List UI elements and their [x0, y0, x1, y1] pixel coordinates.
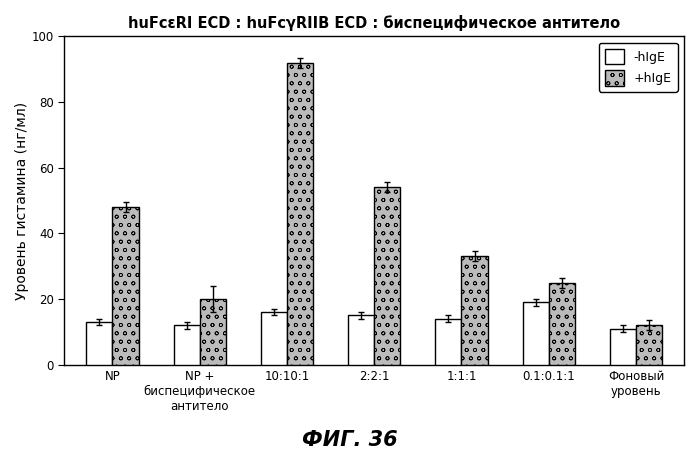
Bar [261, 312, 287, 365]
Bar [435, 319, 461, 365]
Bar [374, 187, 401, 365]
Text: ФИГ. 36: ФИГ. 36 [302, 430, 397, 450]
Bar [173, 325, 200, 365]
Bar [86, 322, 113, 365]
Bar [610, 329, 636, 365]
Bar [287, 63, 313, 365]
Title: huFcεRI ECD : huFcγRIIB ECD : биспецифическое антитело: huFcεRI ECD : huFcγRIIB ECD : биспецифич… [128, 15, 620, 31]
Y-axis label: Уровень гистамина (нг/мл): Уровень гистамина (нг/мл) [15, 101, 29, 299]
Bar [113, 207, 138, 365]
Legend: -hIgE, +hIgE: -hIgE, +hIgE [598, 43, 678, 92]
Bar [200, 299, 226, 365]
Bar [523, 302, 549, 365]
Bar [461, 256, 488, 365]
Bar [348, 315, 374, 365]
Bar [549, 283, 575, 365]
Bar [636, 325, 662, 365]
